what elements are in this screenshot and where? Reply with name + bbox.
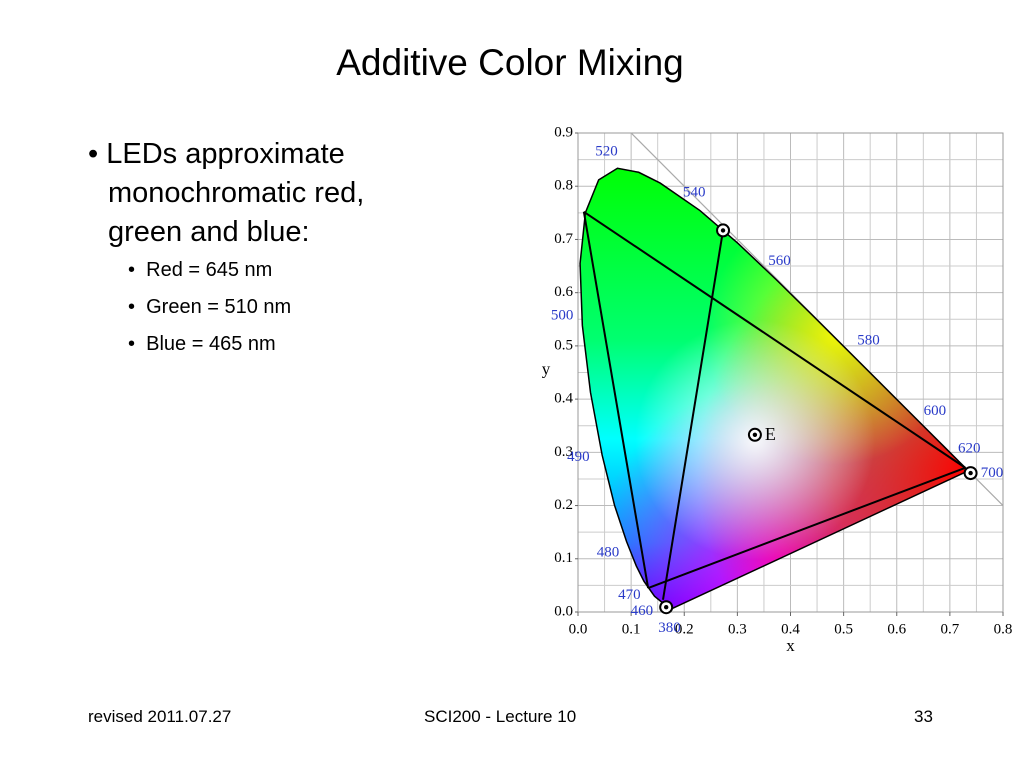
- sub-bullet-text: Red = 645 nm: [146, 259, 273, 281]
- sub-bullet-text: Blue = 465 nm: [146, 333, 276, 355]
- y-tick-label: 0.1: [554, 550, 573, 566]
- bullet: • LEDs approximate monochromatic red, gr…: [88, 138, 365, 248]
- sub-bullet: • Blue = 465 nm: [128, 333, 276, 355]
- wavelength-label: 460: [631, 603, 654, 619]
- footer-date: revised 2011.07.27: [88, 707, 232, 726]
- wavelength-label: 620: [958, 441, 981, 457]
- wavelength-label: 500: [551, 307, 574, 323]
- x-axis-label: x: [786, 636, 795, 655]
- sub-bullet: • Red = 645 nm: [128, 259, 273, 281]
- gamut-segment: [583, 210, 966, 469]
- footer-course: SCI200 - Lecture 10: [424, 707, 577, 726]
- x-tick-label: 0.0: [569, 621, 588, 637]
- wavelength-label: 560: [768, 253, 791, 269]
- y-tick-label: 0.9: [554, 124, 573, 140]
- y-tick-label: 0.3: [554, 444, 573, 460]
- gamut-segment: [647, 466, 966, 589]
- x-tick-label: 0.1: [622, 621, 641, 637]
- sub-bullet: • Green = 510 nm: [128, 296, 292, 318]
- x-tick-label: 0.7: [941, 621, 960, 637]
- sub-bullet-text: Green = 510 nm: [146, 296, 292, 318]
- y-tick-label: 0.2: [554, 497, 573, 513]
- spectral-locus: [579, 167, 970, 611]
- x-tick-label: 0.3: [728, 621, 747, 637]
- wavelength-label: 600: [924, 403, 947, 419]
- wavelength-label: 580: [857, 333, 880, 349]
- marker-dot: [752, 432, 758, 437]
- wavelength-label: 520: [595, 144, 618, 160]
- wavelength-label: 470: [618, 587, 641, 603]
- wavelength-label: 490: [567, 449, 590, 465]
- x-tick-label: 0.8: [994, 621, 1013, 637]
- slide-number: 33: [914, 707, 933, 726]
- x-tick-label: 0.2: [675, 621, 694, 637]
- slide-title: Additive Color Mixing: [336, 42, 684, 83]
- wavelength-label: 700: [981, 465, 1004, 481]
- y-tick-label: 0.6: [554, 284, 573, 300]
- y-tick-label: 0.8: [554, 178, 573, 194]
- x-tick-label: 0.4: [781, 621, 800, 637]
- marker-dot: [720, 228, 726, 233]
- x-tick-label: 0.6: [887, 621, 906, 637]
- marker-dot: [663, 605, 669, 610]
- gamut-segment: [582, 211, 650, 589]
- gamut-segment: [662, 230, 725, 600]
- y-tick-label: 0.0: [554, 603, 573, 619]
- wavelength-label: 540: [683, 184, 706, 200]
- y-axis-label: y: [542, 359, 551, 378]
- y-tick-label: 0.4: [554, 391, 573, 407]
- bullet-list: • LEDs approximate monochromatic red, gr…: [88, 135, 428, 363]
- y-tick-label: 0.5: [554, 337, 573, 353]
- wavelength-label: 380: [658, 620, 681, 636]
- bullet-text: LEDs approximate monochromatic red, gree…: [106, 138, 365, 248]
- x-tick-label: 0.5: [834, 621, 853, 637]
- y-tick-label: 0.7: [554, 231, 573, 247]
- marker-dot: [968, 470, 973, 476]
- wavelength-label: 480: [597, 544, 620, 560]
- marker-label: E: [765, 424, 776, 444]
